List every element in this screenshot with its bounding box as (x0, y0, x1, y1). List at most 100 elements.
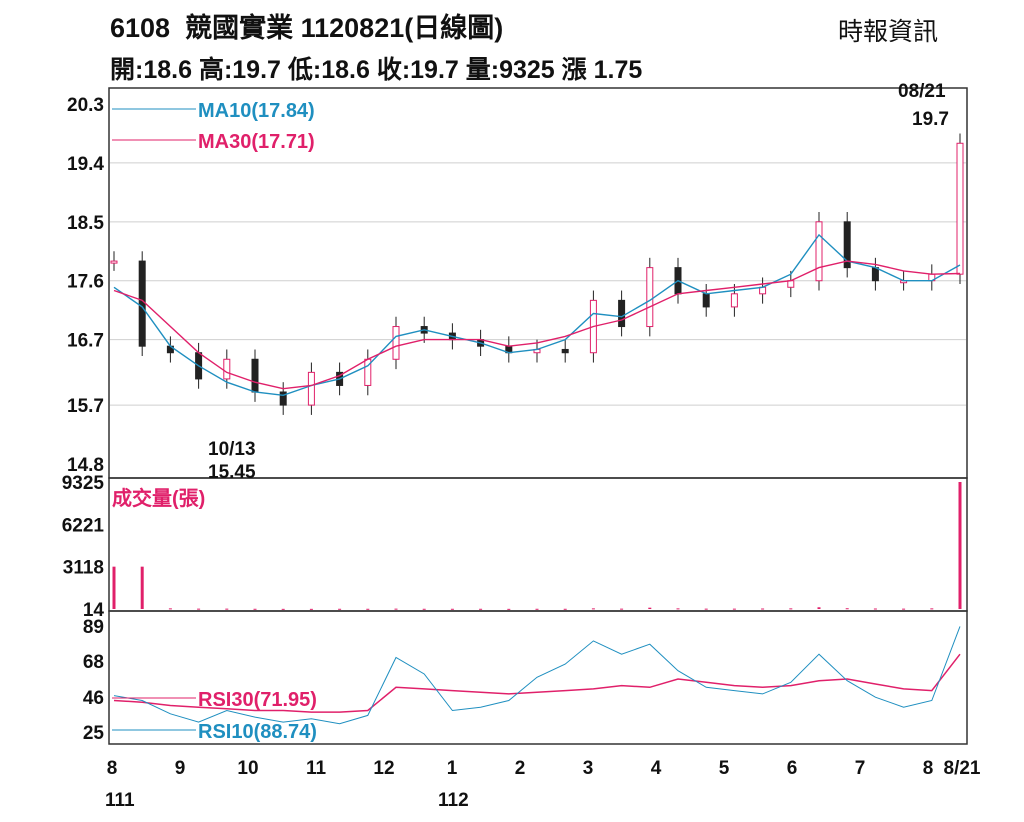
volume-bar (225, 608, 229, 610)
stock-name: 競國實業 (185, 13, 294, 43)
candle-body (871, 267, 879, 282)
volume-bar (873, 608, 877, 610)
rsi10-legend: RSI10(88.74) (198, 721, 317, 743)
x-tick-label: 3 (583, 758, 594, 779)
x-tick-label: 6 (787, 758, 798, 779)
x-tick-label: 12 (373, 758, 394, 779)
candle-body (561, 348, 569, 354)
volume-bar (902, 608, 906, 610)
candle-body (618, 299, 626, 328)
candle-body (787, 280, 795, 288)
x-tick-label: 4 (651, 758, 662, 779)
volume-tick-label: 9325 (62, 473, 105, 494)
price-tick-label: 14.8 (67, 455, 104, 476)
volume-bar (676, 608, 680, 610)
volume-tick-label: 6221 (62, 515, 105, 536)
volume-bar (309, 608, 313, 610)
volume-bar (479, 608, 483, 610)
rsi10-line (113, 626, 961, 725)
high-annotation-date: 08/21 (898, 81, 946, 102)
high-value: 高:19.7 (198, 56, 281, 84)
price-tick-label: 19.4 (67, 154, 104, 175)
volume-bar (394, 608, 398, 610)
candle-body (392, 326, 400, 360)
candle-body (279, 391, 287, 406)
price-tick-label: 15.7 (67, 396, 104, 417)
x-tick-label: 10 (237, 758, 258, 779)
rsi-tick-label: 25 (83, 723, 105, 744)
quote-line: 開:18.6 高:19.7 低:18.6 收:19.7 量:9325 漲 1.7… (110, 50, 642, 86)
x-tick-label: 2 (515, 758, 526, 779)
volume-bar (958, 482, 962, 609)
volume-bar (450, 608, 454, 610)
volume-tick-label: 3118 (63, 558, 104, 579)
ma10-line (113, 233, 961, 397)
volume-tick-label: 14 (83, 600, 105, 621)
x-tick-label: 5 (719, 758, 730, 779)
volume-bar (366, 608, 370, 610)
rsi-tick-label: 68 (83, 652, 104, 673)
candle-body (815, 221, 823, 282)
year-label-111: 111 (105, 790, 135, 811)
x-tick-label: 8 (923, 758, 934, 779)
stock-code: 6108 (110, 13, 171, 43)
candle-body (759, 286, 767, 295)
chart-title: 6108 競國實業 1120821(日線圖) (110, 6, 503, 45)
price-tick-label: 17.6 (67, 272, 104, 293)
volume-bar (422, 608, 426, 610)
price-tick-label: 18.5 (67, 213, 104, 234)
close-value: 收:19.7 (376, 56, 459, 84)
low-annotation-date: 10/13 (208, 439, 256, 460)
change-value: 漲 1.75 (561, 56, 643, 84)
candle-body (251, 358, 259, 393)
volume-bar (761, 608, 765, 610)
candle-body (110, 260, 118, 264)
date-label: 1120821(日線圖) (300, 13, 504, 43)
volume-bar (591, 608, 595, 610)
high-annotation-value: 19.7 (912, 109, 949, 130)
candle-body (307, 371, 315, 406)
x-tick-label: 8 (107, 758, 118, 779)
volume-bar (535, 608, 539, 610)
x-tick-label: 1 (447, 758, 458, 779)
ma30-line (113, 260, 961, 390)
volume-bar (338, 608, 342, 610)
price-tick-label: 20.3 (67, 95, 104, 116)
volume-bar (281, 608, 285, 610)
volume-bar (930, 608, 934, 610)
candle-body (702, 293, 710, 308)
volume-bar (845, 608, 849, 610)
candle-body (223, 358, 231, 380)
rsi30-legend: RSI30(71.95) (198, 689, 317, 711)
rsi-tick-label: 46 (83, 688, 104, 709)
candle-body (730, 293, 738, 308)
volume-bar (817, 607, 821, 609)
low-value: 低:18.6 (287, 56, 370, 84)
volume-bar (168, 608, 172, 610)
volume-bar (648, 607, 652, 609)
x-tick-label: 8/21 (944, 758, 981, 779)
volume-panel-frame (108, 477, 968, 612)
volume-legend: 成交量(張) (112, 486, 205, 510)
year-label-112: 112 (438, 790, 469, 811)
rsi-panel-frame (108, 610, 968, 745)
rsi-tick-label: 89 (83, 617, 104, 638)
x-tick-label: 11 (306, 758, 327, 779)
volume-bar (732, 608, 736, 610)
x-tick-label: 9 (175, 758, 186, 779)
candle-body (843, 221, 851, 269)
source-label: 時報資訊 (838, 18, 939, 46)
volume-bar (253, 608, 257, 610)
price-tick-label: 16.7 (67, 331, 104, 352)
volume-value: 量:9325 (465, 56, 555, 84)
ma10-legend: MA10(17.84) (198, 100, 315, 122)
candle-body (138, 260, 146, 347)
open-value: 開:18.6 (110, 56, 192, 84)
candle-body (956, 142, 964, 275)
candle-body (646, 267, 654, 328)
ma30-legend: MA30(17.71) (198, 131, 315, 153)
volume-bar (704, 608, 708, 610)
volume-bar (789, 608, 793, 610)
volume-bar (563, 608, 567, 610)
